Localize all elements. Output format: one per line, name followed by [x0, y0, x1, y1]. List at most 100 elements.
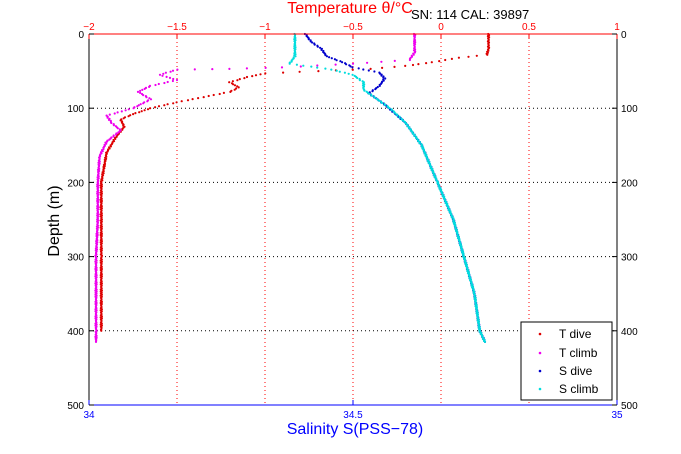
data-point-s-dive	[380, 74, 383, 77]
data-point-t-climb	[154, 83, 157, 87]
data-point-s-dive	[378, 72, 382, 75]
data-point-s-dive	[341, 61, 344, 64]
data-point-s-climb	[373, 96, 376, 99]
data-point-t-climb	[105, 142, 108, 145]
data-point-s-dive	[330, 57, 333, 60]
data-point-s-climb	[347, 72, 350, 75]
data-point-s-dive	[328, 56, 331, 59]
data-point-t-dive	[438, 60, 441, 63]
data-point-s-climb	[288, 62, 291, 65]
data-point-t-dive	[202, 96, 205, 99]
data-point-t-climb	[136, 105, 139, 108]
serial-calibration-label: SN: 114 CAL: 39897	[411, 7, 529, 22]
data-point-t-climb	[316, 64, 319, 67]
data-point-s-climb	[390, 109, 393, 112]
data-point-s-climb	[483, 340, 487, 343]
data-point-t-dive	[238, 78, 241, 81]
data-point-s-dive	[335, 59, 338, 62]
data-point-t-dive	[134, 112, 137, 115]
depth-axis-title: Depth (m)	[46, 185, 63, 256]
data-point-t-dive	[100, 329, 103, 332]
data-point-t-climb	[116, 111, 119, 114]
data-point-t-climb	[166, 80, 169, 84]
data-point-s-dive	[307, 38, 310, 41]
data-point-s-climb	[478, 330, 481, 333]
data-point-t-dive	[467, 55, 470, 58]
data-point-t-climb	[149, 98, 153, 101]
data-point-t-climb	[127, 108, 130, 111]
data-point-t-dive	[212, 93, 215, 97]
data-point-s-dive	[349, 65, 352, 68]
data-point-s-dive	[319, 46, 322, 49]
data-point-t-climb	[108, 113, 111, 116]
data-point-t-dive	[121, 128, 124, 131]
temperature-axis-title: Temperature θ/°C	[287, 0, 413, 17]
data-point-t-dive	[186, 99, 190, 102]
data-point-s-dive	[382, 79, 385, 82]
legend-label-s-dive: S dive	[559, 364, 593, 378]
data-point-s-dive	[311, 41, 314, 44]
data-point-t-climb	[351, 62, 355, 65]
data-point-s-climb	[418, 142, 421, 145]
data-point-s-dive	[351, 66, 354, 69]
depth-tick-label-left: 300	[67, 253, 84, 264]
data-point-s-dive	[371, 90, 374, 93]
legend-box	[520, 321, 613, 401]
data-point-s-climb	[398, 116, 401, 119]
data-point-t-dive	[114, 137, 117, 140]
data-point-t-dive	[236, 79, 239, 82]
data-point-t-climb	[171, 69, 175, 72]
data-point-t-dive	[229, 90, 232, 93]
data-point-t-climb	[161, 74, 164, 77]
data-point-s-dive	[325, 55, 329, 58]
data-point-s-climb	[316, 66, 319, 69]
data-point-s-climb	[378, 99, 381, 102]
data-point-s-climb	[388, 107, 391, 110]
data-point-t-climb	[145, 96, 148, 99]
data-point-t-dive	[404, 64, 407, 67]
data-point-t-dive	[425, 62, 428, 65]
data-point-t-climb	[132, 107, 135, 110]
data-point-t-dive	[444, 58, 447, 62]
data-point-s-climb	[363, 89, 366, 92]
temperature-tick-label: −0.5	[343, 22, 363, 33]
data-point-s-climb	[295, 63, 298, 66]
data-point-t-climb	[393, 59, 396, 63]
data-point-s-climb	[383, 103, 386, 107]
data-point-t-dive	[154, 106, 157, 109]
data-point-t-climb	[124, 109, 127, 112]
data-point-t-dive	[381, 66, 384, 69]
data-point-s-dive	[384, 77, 387, 80]
data-point-t-dive	[457, 56, 460, 59]
data-point-t-dive	[172, 102, 175, 105]
data-point-s-climb	[335, 69, 338, 72]
data-point-t-climb	[112, 124, 115, 127]
data-point-s-climb	[441, 194, 444, 197]
data-point-t-dive	[115, 135, 118, 138]
data-point-s-climb	[481, 337, 485, 340]
data-point-t-climb	[169, 70, 172, 73]
data-point-t-climb	[139, 91, 142, 94]
data-point-t-climb	[136, 90, 140, 93]
data-point-t-climb	[94, 340, 98, 343]
data-point-s-climb	[413, 134, 416, 137]
depth-tick-label-right: 300	[621, 253, 638, 264]
depth-tick-label-right: 100	[621, 104, 638, 115]
data-point-t-dive	[222, 91, 225, 94]
data-point-t-dive	[475, 54, 478, 57]
data-point-t-dive	[146, 108, 150, 111]
data-point-t-dive	[233, 88, 236, 91]
data-point-s-dive	[376, 85, 379, 89]
data-point-t-climb	[211, 68, 214, 71]
data-point-t-dive	[251, 75, 254, 78]
data-point-t-climb	[143, 87, 146, 90]
data-point-t-dive	[157, 105, 161, 108]
salinity-tick-label: 34.5	[343, 410, 363, 421]
data-point-s-climb	[380, 101, 384, 104]
data-point-s-climb	[370, 94, 373, 97]
legend-label-t-climb: T climb	[559, 346, 598, 360]
salinity-axis-title: Salinity S(PSS−78)	[287, 421, 424, 438]
data-point-s-climb	[302, 64, 305, 67]
data-point-t-dive	[486, 53, 489, 56]
data-point-s-climb	[407, 127, 411, 130]
